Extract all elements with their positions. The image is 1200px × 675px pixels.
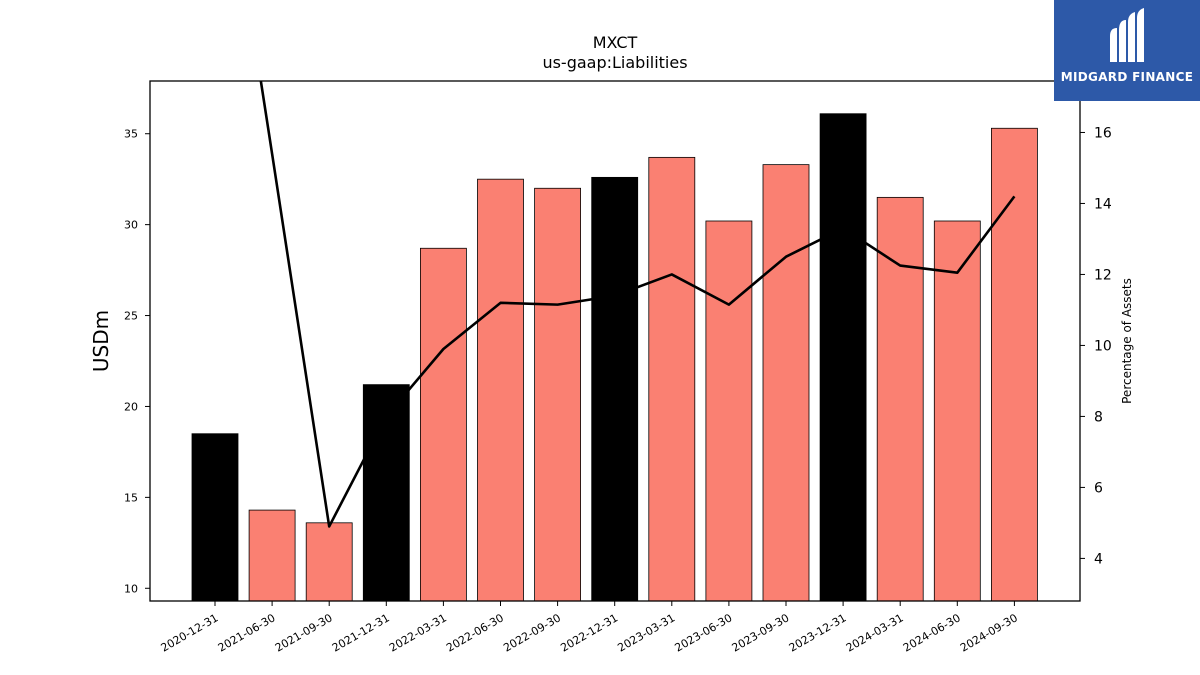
- x-tick-label-2024-06-30: 2024-06-30: [901, 611, 963, 654]
- x-tick-label-2021-09-30: 2021-09-30: [273, 611, 335, 654]
- bar-2023-06-30: [705, 220, 753, 602]
- x-tick-label-2022-12-31: 2022-12-31: [558, 611, 620, 654]
- x-tick-label-2023-03-31: 2023-03-31: [615, 611, 677, 654]
- y-tick-label-30: 30: [124, 219, 138, 232]
- logo-text: MIDGARD FINANCE: [1060, 70, 1194, 84]
- y-tick-label-20: 20: [124, 400, 138, 413]
- y2-tick-label-12: 12: [1094, 267, 1112, 283]
- x-tick-label-2021-12-31: 2021-12-31: [330, 611, 392, 654]
- y-tick-label-10: 10: [124, 582, 138, 595]
- bar-2023-03-31: [648, 156, 696, 602]
- x-tick-label-2022-06-30: 2022-06-30: [444, 611, 506, 654]
- x-tick-label-2020-12-31: 2020-12-31: [159, 611, 221, 654]
- y2-tick-label-4: 4: [1094, 551, 1103, 567]
- y2-tick-label-16: 16: [1094, 125, 1112, 141]
- bar-2023-12-31: [819, 113, 867, 602]
- bar-2021-12-31: [362, 384, 410, 602]
- bar-2024-03-31: [876, 196, 924, 602]
- x-tick-label-2022-09-30: 2022-09-30: [501, 611, 563, 654]
- y-tick-label-35: 35: [124, 128, 138, 141]
- x-tick-label-2024-03-31: 2024-03-31: [844, 611, 906, 654]
- x-tick-label-2023-06-30: 2023-06-30: [673, 611, 735, 654]
- chart-title: MXCT: [593, 33, 638, 52]
- midgard-finance-logo: MIDGARD FINANCE: [1054, 0, 1200, 101]
- y-tick-label-15: 15: [124, 491, 138, 504]
- bar-2021-06-30: [248, 509, 296, 602]
- y2-tick-label-6: 6: [1094, 480, 1103, 496]
- x-tick-label-2023-12-31: 2023-12-31: [787, 611, 849, 654]
- x-tick-label-2021-06-30: 2021-06-30: [216, 611, 278, 654]
- logo-mark-icon: [1110, 8, 1144, 62]
- y2-axis-label: Percentage of Assets: [1120, 278, 1134, 404]
- y2-tick-label-14: 14: [1094, 196, 1112, 212]
- bar-2020-12-31: [191, 433, 239, 602]
- x-tick-label-2022-03-31: 2022-03-31: [387, 611, 449, 654]
- bar-2022-09-30: [534, 187, 581, 602]
- x-tick-label-2024-09-30: 2024-09-30: [958, 611, 1020, 654]
- bar-2024-06-30: [933, 220, 981, 602]
- bar-2021-09-30: [305, 522, 353, 602]
- chart-subtitle: us-gaap:Liabilities: [542, 53, 687, 72]
- percentage-of-assets-line: [259, 81, 1016, 528]
- bar-2022-12-31: [591, 176, 639, 602]
- y-axis-label: USDm: [89, 310, 113, 372]
- y-tick-label-25: 25: [124, 310, 138, 323]
- bar-2023-09-30: [762, 164, 810, 602]
- bar-2022-03-31: [419, 247, 467, 602]
- x-tick-label-2023-09-30: 2023-09-30: [730, 611, 792, 654]
- y2-tick-label-8: 8: [1094, 409, 1103, 425]
- y2-tick-label-10: 10: [1094, 338, 1112, 354]
- bar-2022-06-30: [477, 178, 524, 602]
- bar-2024-09-30: [991, 127, 1038, 602]
